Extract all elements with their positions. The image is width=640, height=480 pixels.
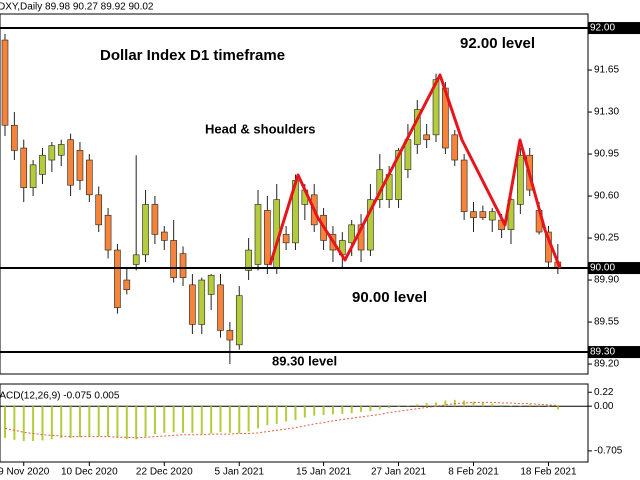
pattern-line	[268, 73, 562, 269]
candle-body	[235, 295, 243, 346]
y-tick-label: 89.55	[594, 317, 619, 328]
annotation: 92.00 level	[460, 35, 535, 52]
level-label-box	[588, 262, 640, 275]
annotation: 89.30 level	[272, 353, 337, 368]
x-tick-label: 22 Dec 2020	[136, 467, 193, 478]
candle-body	[348, 224, 355, 244]
level-label: 92.00	[590, 23, 615, 34]
signal-line	[4, 401, 558, 439]
candle-body	[170, 240, 177, 278]
candle-body	[160, 231, 168, 241]
level-label: 89.30	[590, 347, 615, 358]
candle-body	[460, 159, 468, 212]
candle-body	[20, 147, 28, 188]
candle-body	[142, 204, 149, 256]
chart-title: DXY,Daily 89.98 90.27 89.92 90.02	[0, 2, 154, 13]
candle-body	[470, 211, 477, 218]
level-label: 90.00	[590, 263, 615, 274]
candle-body	[517, 154, 524, 205]
candle-body	[282, 234, 290, 244]
y-tick-label: 90.25	[594, 233, 619, 244]
y-tick-label: -0.705	[594, 446, 623, 457]
candle-body	[151, 204, 159, 235]
level-label-box	[588, 22, 640, 35]
y-tick-label: 91.65	[594, 65, 619, 76]
candle-body	[1, 39, 9, 126]
candle-body	[132, 254, 140, 265]
y-tick-label: 0.00	[594, 401, 614, 412]
candle-body	[104, 214, 112, 251]
x-tick-label: 18 Feb 2021	[520, 467, 577, 478]
y-tick-label: 91.30	[594, 107, 619, 118]
candle-body	[451, 134, 459, 161]
y-tick-label: 89.90	[594, 275, 619, 286]
candle-body	[198, 279, 206, 325]
x-tick-label: 9 Nov 2020	[0, 467, 50, 478]
x-tick-label: 15 Jan 2021	[296, 467, 351, 478]
candle-body	[395, 150, 402, 200]
candle-body	[114, 249, 121, 308]
candle-body	[67, 139, 74, 186]
macd-frame	[0, 383, 589, 463]
indicator-title: MACD(12,26,9) -0.075 0.005	[0, 391, 120, 402]
candle-body	[86, 159, 93, 196]
candle-body	[11, 124, 18, 151]
level-label-box	[588, 346, 640, 359]
candle-body	[179, 253, 187, 278]
candle-body	[245, 249, 252, 271]
candle-body	[217, 284, 224, 331]
x-tick-label: 27 Jan 2021	[371, 467, 426, 478]
candle-body	[39, 154, 46, 175]
candle-body	[367, 199, 374, 251]
candle-body	[479, 211, 487, 218]
candle-body	[254, 204, 262, 265]
annotation: Head & shoulders	[205, 121, 316, 136]
y-tick-label: 90.95	[594, 149, 619, 160]
candle-body	[207, 274, 215, 295]
annotation: Dollar Index D1 timeframe	[100, 47, 285, 64]
candle-body	[48, 145, 56, 161]
annotation: 90.00 level	[352, 289, 427, 306]
y-tick-label: 89.20	[594, 359, 619, 370]
candle-body	[226, 330, 234, 341]
y-tick-label: 90.60	[594, 191, 619, 202]
candle-body	[76, 150, 84, 181]
y-tick-label: 0.22	[594, 387, 614, 398]
candle-body	[189, 284, 196, 325]
main-frame	[0, 13, 589, 375]
x-tick-label: 10 Dec 2020	[61, 467, 118, 478]
candle-body	[95, 194, 102, 226]
candle-body	[423, 134, 430, 140]
candle-body	[29, 164, 37, 188]
candle-body	[488, 211, 496, 221]
x-tick-label: 8 Feb 2021	[448, 467, 499, 478]
candle-body	[57, 144, 65, 156]
x-tick-label: 5 Jan 2021	[215, 467, 265, 478]
candle-body	[264, 210, 271, 265]
candle-body	[123, 279, 131, 290]
